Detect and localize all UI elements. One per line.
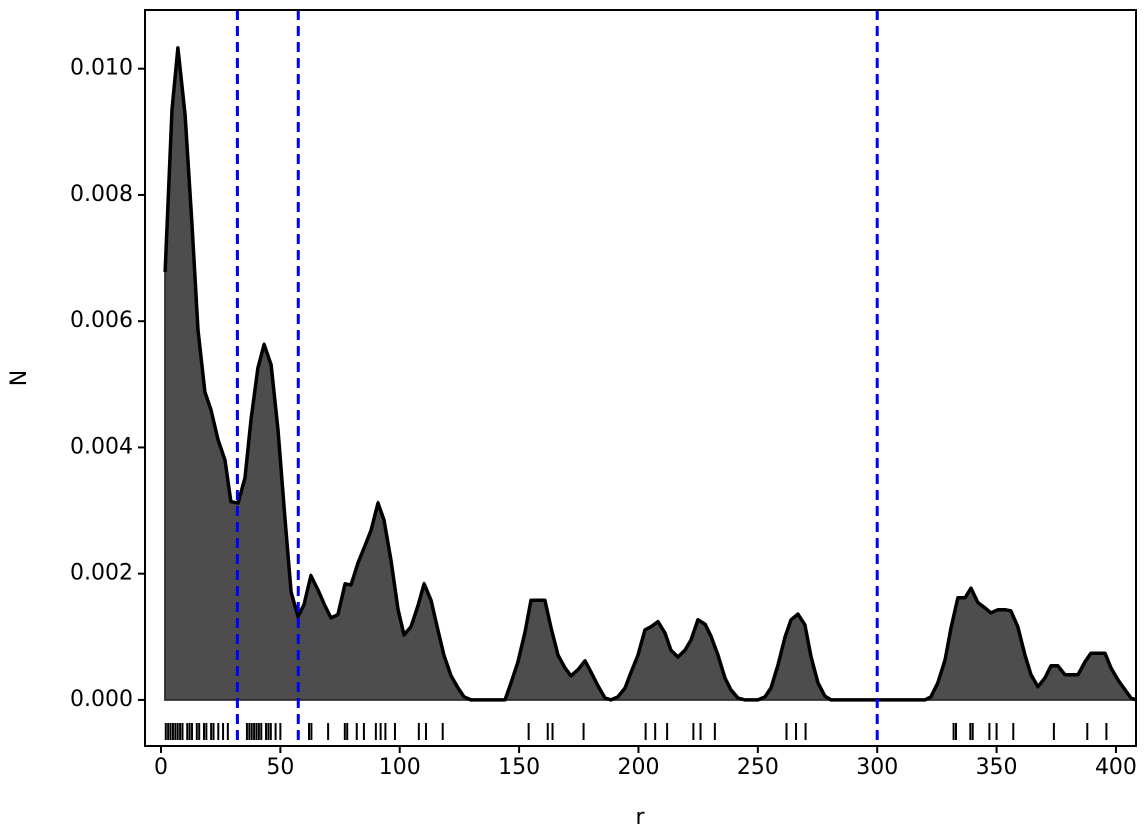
x-tick-label: 400 xyxy=(1095,755,1137,780)
x-axis-label: r xyxy=(635,805,645,830)
x-tick-label: 150 xyxy=(498,755,540,780)
x-tick-label: 50 xyxy=(266,755,294,780)
y-tick-label: 0.002 xyxy=(70,561,133,586)
density-line xyxy=(163,46,1137,702)
y-tick-label: 0.000 xyxy=(70,687,133,712)
y-tick-label: 0.008 xyxy=(70,182,133,207)
y-tick-label: 0.004 xyxy=(70,434,133,459)
y-tick-label: 0.010 xyxy=(70,56,133,81)
x-tick-label: 100 xyxy=(379,755,421,780)
plot-frame xyxy=(144,9,1137,747)
y-axis-label: N xyxy=(7,370,32,386)
x-tick-label: 200 xyxy=(617,755,659,780)
x-tick-label: 350 xyxy=(976,755,1018,780)
density-area xyxy=(164,47,1137,701)
y-tick-label: 0.006 xyxy=(70,308,133,333)
x-tick-label: 0 xyxy=(154,755,168,780)
x-tick-label: 300 xyxy=(856,755,898,780)
x-tick-label: 250 xyxy=(737,755,779,780)
